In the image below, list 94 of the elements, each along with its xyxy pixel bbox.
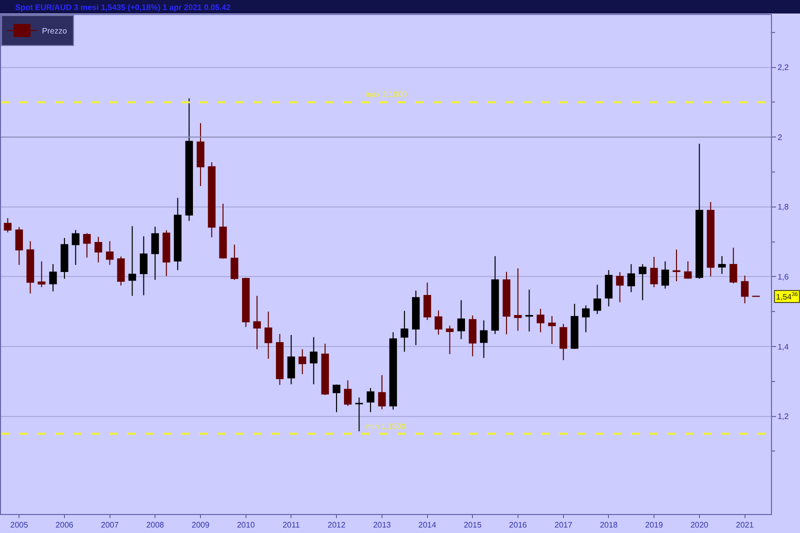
candlestick xyxy=(253,295,261,350)
candlestick xyxy=(514,268,522,332)
candlestick xyxy=(661,260,670,290)
candlestick xyxy=(604,270,613,307)
candlestick xyxy=(412,290,420,346)
candlestick xyxy=(525,289,534,332)
candlestick xyxy=(219,203,227,260)
x-tick-label: 2013 xyxy=(373,520,392,530)
candlestick xyxy=(627,264,636,293)
candlestick xyxy=(582,304,590,333)
candlestick xyxy=(480,320,488,359)
candlestick xyxy=(650,256,658,288)
candlestick xyxy=(128,226,136,296)
candlestick xyxy=(696,143,704,280)
candlestick xyxy=(616,272,624,303)
x-tick-label: 2016 xyxy=(509,520,528,530)
candlestick xyxy=(196,122,204,186)
y-tick-label: 1,8 xyxy=(778,202,790,212)
candlestick xyxy=(502,271,510,335)
candlestick xyxy=(140,236,148,296)
candlestick xyxy=(72,229,80,266)
x-tick-label: 2014 xyxy=(418,520,437,530)
candlestick xyxy=(434,310,442,336)
candlestick xyxy=(366,388,374,413)
candlestick xyxy=(185,98,193,222)
candlestick xyxy=(560,323,568,361)
candlestick xyxy=(400,310,408,352)
y-tick-label: 1,2 xyxy=(778,412,790,422)
candlestick xyxy=(38,260,46,288)
candlestick xyxy=(208,162,216,238)
x-tick-label: 2018 xyxy=(600,520,618,530)
y-tick-label: 2 xyxy=(778,132,783,142)
x-tick-label: 2019 xyxy=(645,520,664,530)
candlestick xyxy=(389,332,397,410)
candlestick xyxy=(638,264,646,301)
candlestick xyxy=(151,226,159,280)
x-tick-label: 2015 xyxy=(464,520,482,530)
candlestick xyxy=(106,240,114,266)
candlestick xyxy=(49,264,57,292)
text: 1,54$^{36}$ xyxy=(776,292,798,302)
x-tick-label: 2020 xyxy=(690,520,709,530)
candlestick xyxy=(332,384,340,413)
candlestick xyxy=(378,374,386,410)
candlestick xyxy=(4,218,12,233)
x-tick-label: 2010 xyxy=(236,520,256,530)
candlestick xyxy=(230,244,238,280)
candlestick xyxy=(276,333,284,386)
candlestick xyxy=(287,334,296,385)
candlestick xyxy=(264,311,272,360)
candlestick xyxy=(310,336,318,385)
candlestick xyxy=(740,275,749,304)
candlestick xyxy=(60,237,68,280)
ref-line-label: min 1,1500 xyxy=(366,422,406,431)
candlestick xyxy=(457,300,466,340)
x-tick-label: 2005 xyxy=(10,520,29,530)
candlestick xyxy=(730,247,738,284)
candlestick xyxy=(15,226,23,266)
ref-line-label: max 2,1000 xyxy=(365,90,408,99)
candlestick xyxy=(468,314,476,357)
y-tick-label: 1,4 xyxy=(778,342,790,352)
candlestick xyxy=(672,249,680,282)
x-tick-label: 2009 xyxy=(192,520,210,530)
x-tick-label: 2011 xyxy=(282,520,300,530)
candlestick xyxy=(83,232,91,258)
candlestick xyxy=(117,256,125,286)
x-tick-label: 2012 xyxy=(328,520,346,530)
candlestick xyxy=(321,343,329,396)
candlestick xyxy=(298,348,306,375)
candlestick xyxy=(593,284,602,315)
x-tick-label: 2006 xyxy=(56,520,74,530)
y-tick-label: 1,6 xyxy=(778,272,790,282)
candlestick xyxy=(162,230,170,277)
candlestick xyxy=(174,197,182,271)
candlestick xyxy=(684,260,692,280)
candlestick xyxy=(706,202,714,277)
candlestick xyxy=(94,236,102,263)
candlestick xyxy=(242,277,250,328)
y-tick-label: 2,2 xyxy=(778,63,790,72)
x-tick-label: 2008 xyxy=(146,520,165,530)
candlestick xyxy=(423,282,432,320)
candlestick xyxy=(344,380,352,406)
candlestick xyxy=(355,396,363,432)
candlestick xyxy=(446,325,454,355)
candlestick xyxy=(536,308,544,333)
chart-title: Spot EUR/AUD 3 mesi 1,5435 (+0,18%) 1 apr 2021 0.05.42 xyxy=(15,2,232,12)
x-tick-label: 2017 xyxy=(554,520,573,530)
candlestick xyxy=(570,303,578,350)
x-tick-label: 2007 xyxy=(100,520,120,530)
candlestick xyxy=(26,240,34,294)
candlestick xyxy=(491,256,499,334)
legend-label: Prezzo xyxy=(42,26,68,36)
candlestick xyxy=(548,316,556,345)
candlestick xyxy=(718,256,726,274)
x-tick-label: 2021 xyxy=(736,520,754,530)
